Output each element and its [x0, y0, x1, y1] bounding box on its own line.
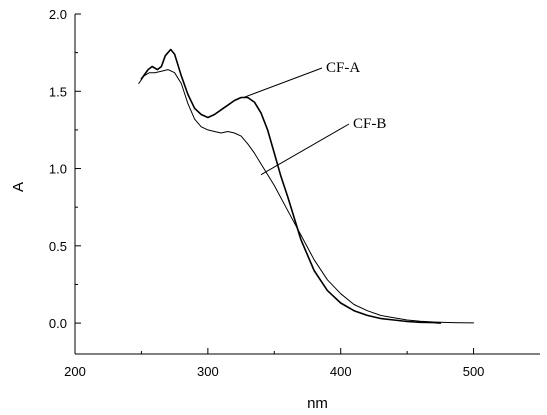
x-tick-label: 200 — [64, 364, 86, 379]
annotation-leader — [243, 67, 323, 98]
y-tick-label: 0.5 — [49, 239, 67, 254]
x-tick-label: 400 — [330, 364, 352, 379]
annotations: CF-A CF-B — [243, 60, 386, 176]
axes: 200 300 400 500 0.0 0.5 1.0 1.5 2.0 — [49, 7, 540, 379]
annotation-label: CF-B — [353, 116, 386, 132]
y-axis-label: A — [10, 182, 27, 192]
y-tick-label: 0.0 — [49, 316, 67, 331]
annotation-label: CF-A — [326, 60, 360, 76]
series-line-cf-b — [138, 69, 475, 324]
y-tick-label: 1.5 — [49, 84, 67, 99]
x-tick-label: 500 — [463, 364, 485, 379]
y-tick-label: 2.0 — [49, 7, 67, 22]
x-tick-label: 300 — [197, 364, 219, 379]
annotation-leader — [260, 123, 350, 176]
y-tick-label: 1.0 — [49, 162, 67, 177]
series-line-cf-a — [140, 48, 442, 324]
series-layer — [138, 48, 475, 324]
x-axis-label: nm — [307, 395, 328, 412]
